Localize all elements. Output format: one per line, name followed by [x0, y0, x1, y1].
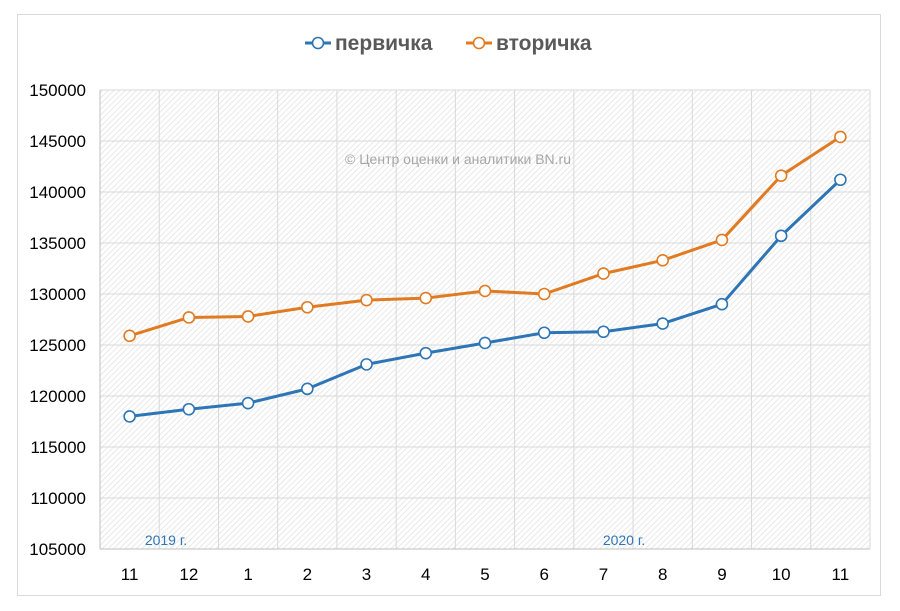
data-point [478, 336, 492, 350]
x-tick-label: 12 [179, 565, 198, 584]
legend: первичка вторичка [305, 32, 592, 55]
x-tick-label: 11 [121, 565, 139, 584]
legend-label: первичка [335, 32, 433, 55]
data-point [537, 326, 551, 340]
y-tick-label: 150000 [29, 81, 86, 100]
x-tick-label: 3 [362, 565, 371, 584]
data-point [597, 325, 610, 339]
data-point [656, 254, 669, 267]
y-tick-label: 110000 [31, 489, 86, 508]
data-point [715, 297, 729, 311]
y-tick-label: 125000 [29, 336, 86, 355]
x-tick-label: 8 [658, 565, 667, 584]
y-tick-label: 115000 [31, 438, 86, 457]
y-tick-label: 130000 [29, 285, 86, 304]
x-tick-labels: 11 12 1 2 3 4 5 6 7 8 9 10 11 [121, 565, 849, 584]
x-tick-label: 11 [832, 565, 850, 584]
data-point [182, 402, 196, 416]
data-point [360, 358, 373, 371]
axes [99, 90, 870, 550]
x-tick-label: 1 [243, 565, 252, 584]
data-point [478, 284, 492, 298]
data-point [241, 310, 255, 323]
legend-item-1: вторичка [466, 32, 592, 55]
x-tick-label: 4 [421, 565, 430, 584]
plot-area [100, 90, 870, 549]
legend-label: вторичка [496, 32, 592, 55]
data-point [597, 267, 610, 280]
data-point [241, 396, 255, 410]
data-point [419, 346, 433, 360]
watermark-text: © Центр оценки и аналитики BN.ru [345, 151, 571, 167]
data-point [301, 382, 314, 396]
period-label-2019: 2019 г. [145, 532, 187, 548]
data-point [656, 317, 669, 330]
data-point [182, 311, 196, 324]
legend-item-0: первичка [305, 32, 433, 55]
y-tick-label: 145000 [29, 132, 86, 151]
data-point [123, 410, 136, 423]
data-point [834, 130, 847, 144]
x-tick-label: 10 [772, 565, 791, 584]
x-tick-label: 6 [539, 565, 548, 584]
x-tick-label: 7 [599, 565, 608, 584]
legend-swatch-marker [311, 36, 325, 50]
series-lines [123, 130, 847, 423]
legend-swatch-marker [472, 36, 486, 50]
data-point [537, 287, 551, 301]
y-tick-label: 105000 [29, 540, 86, 559]
data-point [360, 293, 373, 307]
y-tick-label: 120000 [29, 387, 86, 406]
data-point [774, 169, 788, 182]
x-tick-label: 5 [480, 565, 489, 584]
y-tick-label: 135000 [29, 234, 86, 253]
data-point [419, 291, 433, 305]
data-point [834, 173, 847, 187]
x-tick-label: 2 [303, 565, 312, 584]
x-tick-label: 9 [717, 565, 726, 584]
period-label-2020: 2020 г. [603, 532, 645, 548]
data-point [715, 233, 729, 247]
data-point [774, 229, 788, 243]
y-tick-labels: 105000 110000 115000 120000 125000 130000 1350… [29, 81, 86, 559]
data-point [301, 300, 314, 314]
y-tick-label: 140000 [29, 183, 86, 202]
data-point [123, 329, 136, 343]
